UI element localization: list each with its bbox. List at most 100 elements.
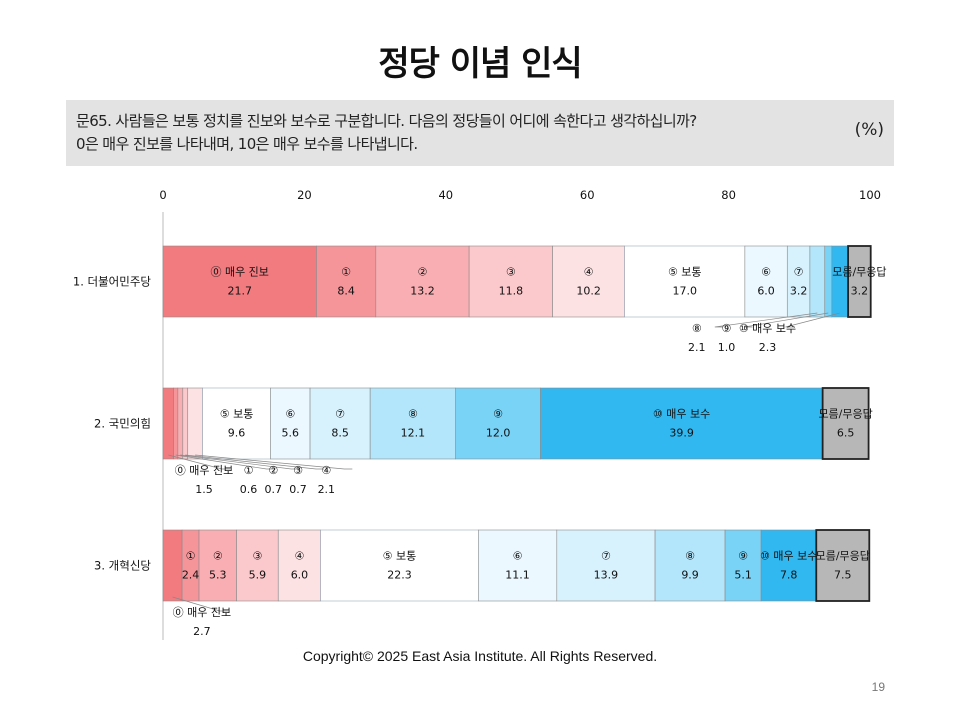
segment-name-label: ① xyxy=(186,550,196,563)
x-tick-label: 20 xyxy=(297,188,312,202)
data-label: 9.6 xyxy=(228,427,246,440)
bar-segment xyxy=(786,245,811,318)
data-label: 6.0 xyxy=(757,285,775,298)
data-label: 6.5 xyxy=(837,427,855,440)
data-label: 7.5 xyxy=(834,569,852,582)
data-label: 12.1 xyxy=(401,427,426,440)
data-label: 2.4 xyxy=(182,569,200,582)
bar-segment xyxy=(831,245,849,318)
data-label: 22.3 xyxy=(387,569,412,582)
data-label: 11.1 xyxy=(505,569,530,582)
callout-name-label: ⑩ 매우 보수 xyxy=(739,322,796,335)
data-label: 5.3 xyxy=(209,569,227,582)
callout-data-label: 0.7 xyxy=(265,483,283,496)
bar-segment xyxy=(556,529,656,602)
segment-name-label: ⑤ 보통 xyxy=(220,408,254,421)
callout-name-label: ③ xyxy=(293,464,303,477)
bar-segment xyxy=(809,245,826,318)
bar-segment xyxy=(236,529,279,602)
question-box: 문65. 사람들은 보통 정치를 진보와 보수로 구분합니다. 다음의 정당들이… xyxy=(66,100,894,166)
data-label: 10.2 xyxy=(576,285,601,298)
callout-name-label: ⓪ 매우 진보 xyxy=(175,464,233,477)
segment-name-label: ⑦ xyxy=(601,550,611,563)
bar-segment xyxy=(624,245,746,318)
bar-segment xyxy=(202,387,271,460)
callout-data-label: 2.1 xyxy=(318,483,336,496)
data-label: 11.8 xyxy=(499,285,524,298)
segment-name-label: ④ xyxy=(584,266,594,279)
copyright: Copyright© 2025 East Asia Institute. All… xyxy=(302,648,658,664)
category-label: 3. 개혁신당 xyxy=(94,559,151,573)
bar-segment xyxy=(369,387,456,460)
bar-segment xyxy=(187,387,203,460)
bar-segment xyxy=(182,387,189,460)
data-label: 39.9 xyxy=(669,427,694,440)
segment-name-label: ⑥ xyxy=(285,408,295,421)
bar-segment xyxy=(316,245,377,318)
segment-name-label: ⑦ xyxy=(335,408,345,421)
category-label: 1. 더불어민주당 xyxy=(73,275,152,289)
segment-name-label: ⑥ xyxy=(513,550,523,563)
bar-segment xyxy=(744,245,788,318)
bar-segment-no-response xyxy=(815,529,871,602)
slide-title: 정당 이념 인식 xyxy=(378,44,582,84)
segment-name-label: ⑧ xyxy=(685,550,695,563)
data-label: 3.2 xyxy=(851,285,869,298)
data-label: 6.0 xyxy=(291,569,309,582)
bar-segment xyxy=(320,529,479,602)
bar-segment xyxy=(478,529,558,602)
data-label: 5.1 xyxy=(734,569,752,582)
question-line-2: 0은 매우 진보를 나타내며, 10은 매우 보수를 나타냅니다. xyxy=(76,135,418,153)
callout-data-label: 1.0 xyxy=(718,341,736,354)
segment-name-label: 모름/무응답 xyxy=(816,550,870,563)
segment-name-label: ① xyxy=(341,266,351,279)
callout-data-label: 0.7 xyxy=(289,483,307,496)
unit-label: (%) xyxy=(854,120,884,140)
segment-name-label: 모름/무응답 xyxy=(818,408,872,421)
data-label: 17.0 xyxy=(673,285,698,298)
callout-name-label: ⑧ xyxy=(692,322,702,335)
segment-name-label: ⑧ xyxy=(408,408,418,421)
data-label: 7.8 xyxy=(780,569,798,582)
data-label: 5.9 xyxy=(249,569,267,582)
x-tick-label: 60 xyxy=(580,188,595,202)
bar-segment xyxy=(181,529,200,602)
callout-leader-line xyxy=(175,454,275,470)
page-number: 19 xyxy=(871,680,885,694)
segment-name-label: ⑨ xyxy=(493,408,503,421)
callout-data-label: 2.3 xyxy=(759,341,777,354)
callout-name-label: ② xyxy=(268,464,278,477)
x-tick-label: 0 xyxy=(159,188,166,202)
segment-name-label: ② xyxy=(213,550,223,563)
callout-name-label: ⓪ 매우 진보 xyxy=(173,606,231,619)
callout-leader-line xyxy=(714,312,818,328)
question-line-1: 문65. 사람들은 보통 정치를 진보와 보수로 구분합니다. 다음의 정당들이… xyxy=(76,112,697,130)
bar-segment xyxy=(552,245,625,318)
bar-segment xyxy=(173,387,179,460)
callout-data-label: 0.6 xyxy=(240,483,258,496)
bar-segment xyxy=(455,387,541,460)
bar-segment xyxy=(177,387,184,460)
segment-name-label: ② xyxy=(418,266,428,279)
bar-segment xyxy=(162,245,317,318)
callout-leader-line xyxy=(168,454,231,470)
callout-name-label: ① xyxy=(244,464,254,477)
bar-segment xyxy=(162,529,183,602)
segment-name-label: ④ xyxy=(295,550,305,563)
callout-data-label: 1.5 xyxy=(195,483,213,496)
data-label: 13.9 xyxy=(594,569,619,582)
callout-name-label: ⑨ xyxy=(722,322,732,335)
bar-segment xyxy=(540,387,823,460)
data-label: 13.2 xyxy=(410,285,435,298)
bar-segment xyxy=(277,529,321,602)
segment-name-label: 모름/무응답 xyxy=(832,266,886,279)
data-label: 5.6 xyxy=(282,427,300,440)
segment-name-label: ③ xyxy=(252,550,262,563)
bar-segment xyxy=(468,245,553,318)
data-label: 3.2 xyxy=(790,285,808,298)
callout-leader-line xyxy=(744,312,829,328)
question-text: 문65. 사람들은 보통 정치를 진보와 보수로 구분합니다. 다음의 정당들이… xyxy=(76,110,836,156)
segment-name-label: ⑩ 매우 보수 xyxy=(653,408,710,421)
segment-name-label: ③ xyxy=(506,266,516,279)
